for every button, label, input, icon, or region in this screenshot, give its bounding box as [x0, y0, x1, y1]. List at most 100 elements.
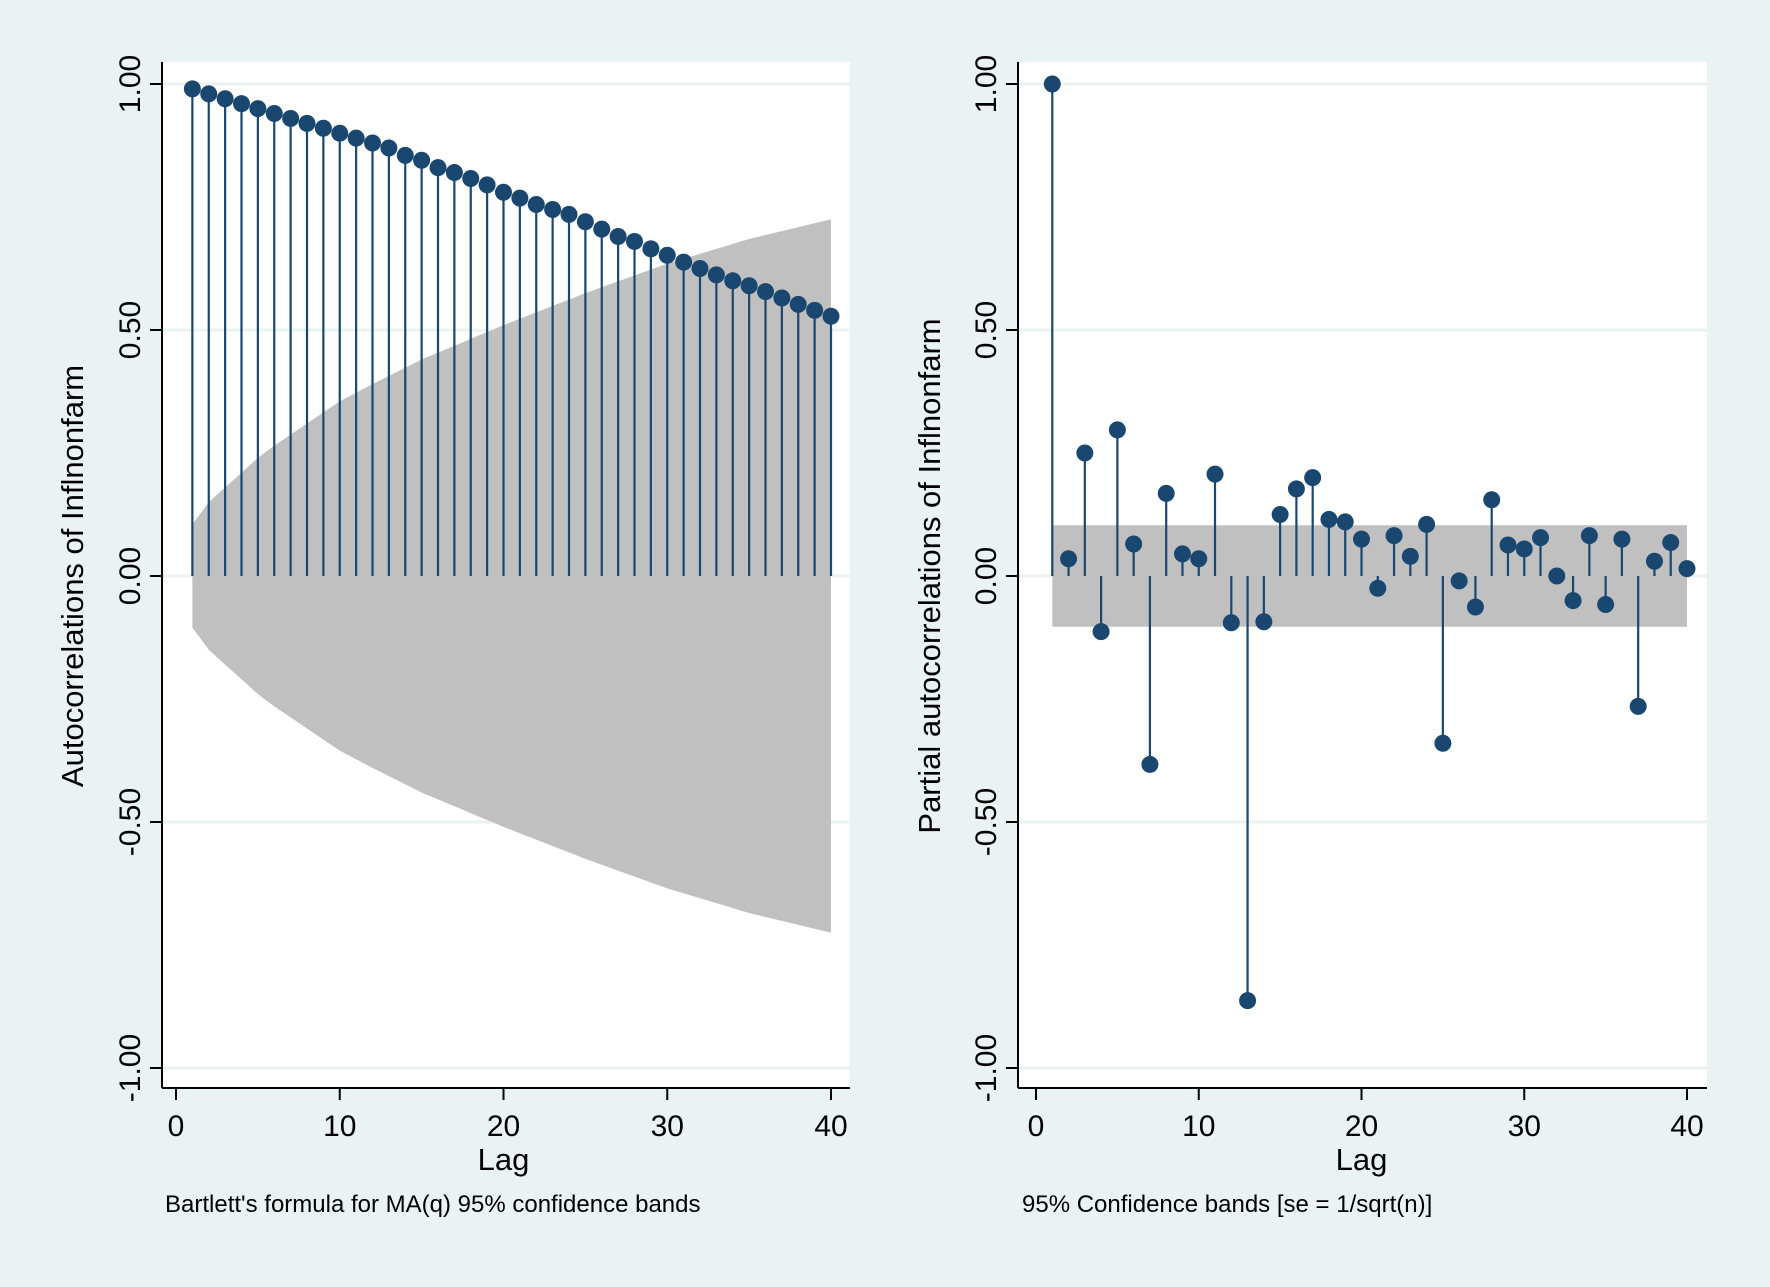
- stem-marker: [1645, 552, 1663, 570]
- stem-marker: [445, 164, 463, 182]
- stem-marker: [1206, 465, 1224, 483]
- stem-marker: [1092, 623, 1110, 641]
- stem-marker: [1060, 550, 1078, 568]
- stem-marker: [1434, 734, 1452, 752]
- x-tick-label: 0: [1028, 1110, 1045, 1143]
- stem-marker: [1580, 527, 1598, 545]
- stem-marker: [331, 124, 349, 142]
- stem-marker: [1043, 75, 1061, 93]
- y-tick-label: 1.00: [970, 55, 1003, 113]
- stem-marker: [1076, 444, 1094, 462]
- stem-marker: [314, 119, 332, 137]
- stem-marker: [1222, 614, 1240, 632]
- stem-marker: [1597, 596, 1615, 614]
- stem-marker: [1629, 697, 1647, 715]
- y-tick-label: 0.00: [970, 547, 1003, 605]
- stem-marker: [822, 307, 840, 325]
- stem-marker: [1271, 506, 1289, 523]
- y-tick-label: -0.50: [970, 788, 1003, 856]
- y-tick-label: 0.50: [970, 301, 1003, 359]
- stem-marker: [429, 159, 447, 177]
- stem-marker: [1483, 491, 1501, 509]
- stem-marker: [1125, 535, 1143, 553]
- stem-marker: [1336, 513, 1354, 531]
- stem-marker: [1678, 560, 1696, 578]
- stem-marker: [675, 253, 693, 271]
- stem-marker: [691, 260, 709, 277]
- stem-marker: [1287, 480, 1305, 498]
- stem-marker: [511, 189, 529, 207]
- chart-note: Bartlett's formula for MA(q) 95% confide…: [165, 1191, 701, 1218]
- stem-marker: [724, 272, 742, 290]
- stem-marker: [1418, 515, 1436, 533]
- stem-marker: [1532, 529, 1550, 547]
- stem-marker: [1353, 530, 1370, 548]
- stem-marker: [380, 139, 398, 157]
- confidence-band: [192, 219, 831, 933]
- stem-marker: [478, 176, 496, 194]
- stem-marker: [183, 80, 201, 98]
- stem-marker: [806, 301, 824, 319]
- stem-marker: [527, 196, 545, 214]
- stem-marker: [1385, 527, 1403, 545]
- stem-marker: [1613, 530, 1631, 548]
- stem-marker: [200, 85, 218, 103]
- stem-marker: [1173, 545, 1191, 563]
- x-tick-label: 10: [323, 1110, 356, 1143]
- chart-note: 95% Confidence bands [se = 1/sqrt(n)]: [1022, 1191, 1432, 1218]
- stem-marker: [576, 213, 594, 231]
- stem-marker: [462, 169, 480, 187]
- y-tick-label: 0.50: [114, 301, 147, 359]
- stem-marker: [216, 90, 234, 108]
- stem-marker: [642, 240, 660, 258]
- acf-panel: -1.00 -0.50 0.00 0.50 1.00 0 10 20 30 40 Autocorre…: [55, 55, 850, 1218]
- x-tick-label: 0: [168, 1110, 185, 1143]
- stem-marker: [1548, 567, 1566, 585]
- stem-marker: [773, 289, 791, 307]
- stem-marker: [282, 109, 300, 127]
- stem-marker: [1466, 598, 1484, 616]
- pacf-panel: -1.00 -0.50 0.00 0.50 1.00 0 10 20 30 40 Partial a…: [912, 55, 1707, 1218]
- x-tick-label: 20: [1345, 1110, 1378, 1143]
- stem-marker: [1564, 592, 1582, 610]
- x-tick-label: 40: [1670, 1110, 1703, 1143]
- stem-marker: [249, 100, 267, 118]
- x-tick-label: 20: [487, 1110, 520, 1143]
- stem-marker: [1190, 550, 1208, 568]
- stem-marker: [347, 129, 365, 147]
- y-axis-title: Autocorrelations of Inflnonfarm: [55, 365, 90, 787]
- stem-marker: [789, 295, 807, 313]
- x-tick-label: 10: [1182, 1110, 1215, 1143]
- stem-marker: [1401, 547, 1419, 565]
- stem-marker: [396, 146, 414, 164]
- y-tick-label: -0.50: [114, 788, 147, 856]
- stem-marker: [298, 114, 316, 132]
- stem-marker: [1320, 510, 1338, 528]
- stem-marker: [593, 220, 611, 238]
- stem-marker: [364, 134, 381, 152]
- stem-marker: [1255, 613, 1273, 631]
- x-tick-label: 30: [651, 1110, 684, 1143]
- stem-marker: [495, 183, 512, 201]
- stem-marker: [1662, 534, 1680, 552]
- y-tick-label: 0.00: [114, 547, 147, 605]
- stem-marker: [626, 232, 643, 250]
- stem-marker: [1239, 992, 1257, 1010]
- stem-marker: [740, 277, 758, 295]
- stem-marker: [609, 228, 627, 246]
- stem-marker: [1157, 484, 1175, 502]
- stem-marker: [1450, 572, 1468, 590]
- stem-marker: [1515, 540, 1533, 558]
- stem-marker: [1108, 421, 1126, 439]
- y-tick-label: 1.00: [114, 55, 147, 113]
- x-axis-title: Lag: [478, 1142, 530, 1177]
- stem-marker: [1499, 536, 1517, 554]
- x-tick-label: 40: [814, 1110, 847, 1143]
- stem-marker: [544, 200, 562, 218]
- y-axis-title: Partial autocorrelations of Inflnonfarm: [912, 318, 947, 833]
- x-tick-label: 30: [1508, 1110, 1541, 1143]
- stem-marker: [1304, 469, 1322, 487]
- stem-marker: [1369, 579, 1387, 597]
- stem-marker: [233, 95, 250, 113]
